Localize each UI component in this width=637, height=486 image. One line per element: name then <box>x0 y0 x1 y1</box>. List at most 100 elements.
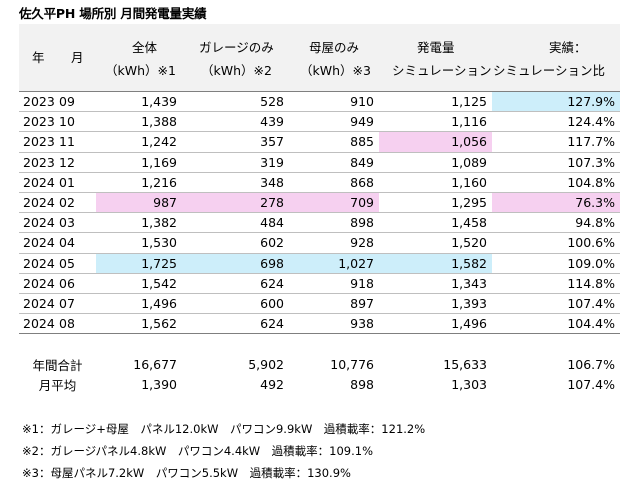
total-cell: 1,725 <box>96 253 182 274</box>
sim-cell: 1,496 <box>451 316 487 332</box>
sim-cell: 1,116 <box>451 114 487 130</box>
ratio-cell: 104.8% <box>567 174 615 190</box>
table-row: 2023 09 1,439 528 910 1,125 127.9% <box>19 91 620 112</box>
house-cell: 849 <box>350 154 374 170</box>
total-cell: 1,542 <box>141 275 177 291</box>
monthly-rows: 2023 09 1,439 528 910 1,125 127.9% 2023 10 1,388 4… <box>19 91 620 334</box>
summary-house-cell: 10,776 <box>330 356 374 372</box>
footnote-3: ※3：母屋パネル7.2kW パワコン5.5kW 過積載率：130.9% <box>22 466 351 480</box>
header-garage-line2: （kWh）※2 <box>201 63 272 78</box>
garage-cell: 357 <box>260 134 284 150</box>
table-title: 佐久平PH 場所別 月間発電量実績 <box>19 6 207 21</box>
house-cell: 910 <box>350 94 374 110</box>
sim-cell: 1,125 <box>451 94 487 110</box>
footnote-1: ※1：ガレージ+母屋 パネル12.0kW パワコン9.9kW 過積載率：121.… <box>22 422 426 436</box>
total-cell: 987 <box>96 192 182 213</box>
ratio-cell: 127.9% <box>492 91 620 112</box>
sim-cell: 1,056 <box>379 131 492 153</box>
year-cell: 2023 <box>23 134 55 150</box>
header-month: 月 <box>71 50 84 65</box>
house-cell: 885 <box>350 134 374 150</box>
table-row: 2023 11 1,242 357 885 1,056 117.7% <box>19 131 620 153</box>
year-month-cell: 2023 11 <box>19 132 96 152</box>
month-cell: 09 <box>59 94 75 110</box>
month-cell: 05 <box>59 255 75 271</box>
table-row: 2024 01 1,216 348 868 1,160 104.8% <box>19 172 620 193</box>
year-month-cell: 2023 12 <box>19 152 96 172</box>
header-year: 年 <box>32 50 45 65</box>
sim-cell: 1,343 <box>451 275 487 291</box>
month-cell: 07 <box>59 295 75 311</box>
summary-garage-cell: 5,902 <box>248 356 284 372</box>
summary-ratio-cell: 107.4% <box>567 376 615 392</box>
summary-label: 月平均 <box>38 377 77 393</box>
summary-sim-cell: 1,303 <box>451 376 487 392</box>
garage-cell: 348 <box>260 174 284 190</box>
year-cell: 2024 <box>23 316 55 332</box>
year-month-cell: 2024 07 <box>19 293 96 313</box>
header-sim-line2: シミュレーション <box>392 63 492 78</box>
year-cell: 2023 <box>23 114 55 130</box>
garage-cell: 624 <box>260 275 284 291</box>
table-row: 2024 07 1,496 600 897 1,393 107.4% <box>19 293 620 314</box>
header-house-line1: 母屋のみ <box>309 40 360 55</box>
year-month-cell: 2024 06 <box>19 273 96 293</box>
house-cell: 1,027 <box>289 253 379 274</box>
year-cell: 2024 <box>23 255 55 271</box>
summary-label: 年間合計 <box>32 357 83 373</box>
year-cell: 2023 <box>23 154 55 170</box>
garage-cell: 484 <box>260 215 284 231</box>
house-cell: 709 <box>289 192 379 213</box>
month-cell: 12 <box>59 154 75 170</box>
house-cell: 928 <box>350 235 374 251</box>
summary-row: 年間合計 16,677 5,902 10,776 15,633 106.7% <box>19 354 620 374</box>
month-cell: 08 <box>59 316 75 332</box>
summary-sim-cell: 15,633 <box>443 356 487 372</box>
month-cell: 04 <box>59 235 75 251</box>
garage-cell: 528 <box>260 94 284 110</box>
year-cell: 2024 <box>23 235 55 251</box>
header-ratio-line1: 実績： <box>549 40 587 55</box>
year-month-cell: 2024 03 <box>19 213 96 233</box>
month-cell: 10 <box>59 114 75 130</box>
total-cell: 1,216 <box>141 174 177 190</box>
table-row: 2023 10 1,388 439 949 1,116 124.4% <box>19 112 620 132</box>
garage-cell: 602 <box>260 235 284 251</box>
year-cell: 2024 <box>23 195 55 211</box>
month-cell: 06 <box>59 275 75 291</box>
garage-cell: 600 <box>260 295 284 311</box>
sim-cell: 1,393 <box>451 295 487 311</box>
house-cell: 949 <box>350 114 374 130</box>
summary-row: 月平均 1,390 492 898 1,303 107.4% <box>19 374 620 394</box>
year-month-cell: 2024 05 <box>19 253 96 273</box>
year-cell: 2023 <box>23 94 55 110</box>
header-garage-line1: ガレージのみ <box>199 40 274 55</box>
summary-rows: 年間合計 16,677 5,902 10,776 15,633 106.7% 月平均 1,39… <box>19 354 620 394</box>
house-cell: 898 <box>350 215 374 231</box>
ratio-cell: 76.3% <box>492 192 620 213</box>
table-header: 年 月 全体 （kWh）※1 ガレージのみ （kWh）※2 母屋のみ （kWh）… <box>19 24 620 91</box>
year-month-cell: 2024 04 <box>19 233 96 253</box>
table-row: 2024 08 1,562 624 938 1,496 104.4% <box>19 314 620 334</box>
year-cell: 2024 <box>23 215 55 231</box>
table-row: 2024 06 1,542 624 918 1,343 114.8% <box>19 273 620 294</box>
summary-house-cell: 898 <box>350 376 374 392</box>
year-month-cell: 2024 01 <box>19 172 96 192</box>
ratio-cell: 100.6% <box>567 235 615 251</box>
ratio-cell: 124.4% <box>567 114 615 130</box>
ratio-cell: 117.7% <box>567 134 615 150</box>
header-total-line2: （kWh）※1 <box>105 63 176 78</box>
year-month-cell: 2024 08 <box>19 314 96 334</box>
header-house-line2: （kWh）※3 <box>300 63 371 78</box>
garage-cell: 278 <box>182 192 289 213</box>
ratio-cell: 107.4% <box>567 295 615 311</box>
table-row: 2024 05 1,725 698 1,027 1,582 109.0% <box>19 253 620 274</box>
table-row: 2024 04 1,530 602 928 1,520 100.6% <box>19 233 620 253</box>
house-cell: 868 <box>350 174 374 190</box>
table-row: 2024 03 1,382 484 898 1,458 94.8% <box>19 213 620 233</box>
sim-cell: 1,295 <box>451 195 487 211</box>
header-total-line1: 全体 <box>132 40 158 55</box>
summary-total-cell: 16,677 <box>133 356 177 372</box>
total-cell: 1,562 <box>141 316 177 332</box>
month-cell: 02 <box>59 195 75 211</box>
